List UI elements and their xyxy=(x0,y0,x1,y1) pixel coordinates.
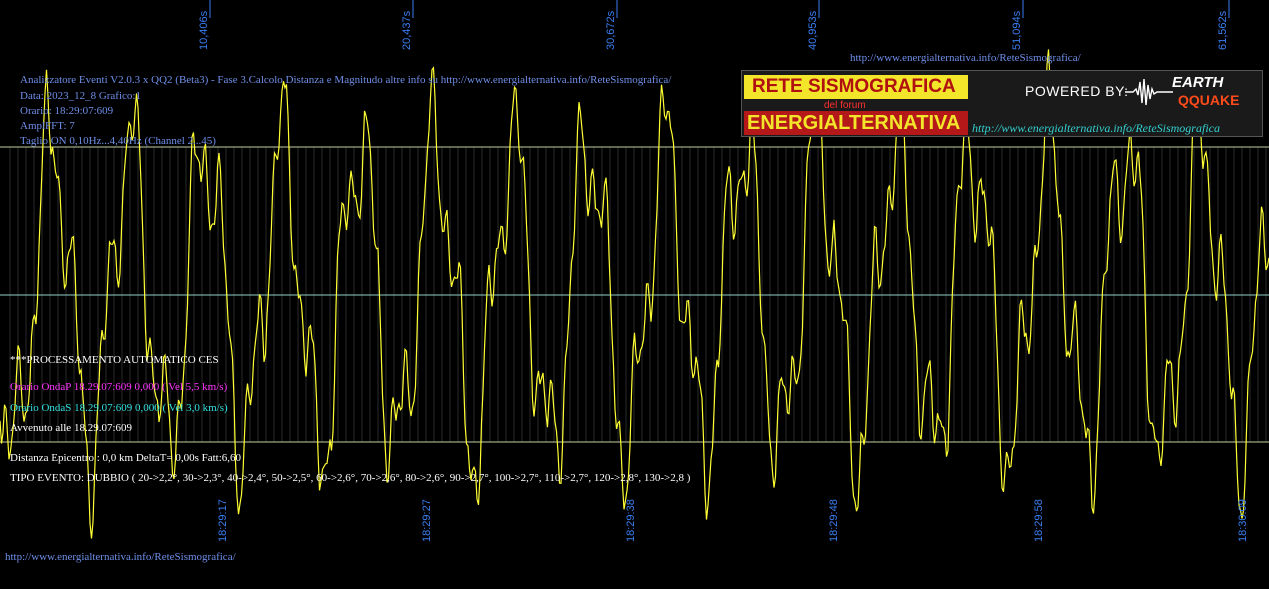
bottom-tick-label: 18:29:27 xyxy=(421,499,433,542)
onda-p-time: Orario OndaP 18.29.07:609 0,000 ( Vel 5,… xyxy=(10,381,228,393)
banner-energia-title: ENERGIALTERNATIVA xyxy=(744,111,968,135)
footer-url[interactable]: http://www.energialternativa.info/ReteSi… xyxy=(5,551,236,563)
bottom-tick-label: 18:29:58 xyxy=(1033,499,1045,542)
top-tick-label: 20,437s xyxy=(401,10,413,50)
info-date: Data: 2023_12_8 Grafico:1 xyxy=(20,90,141,102)
distanza-epicentro: Distanza Epicentro : 0,0 km DeltaT= 0,00… xyxy=(10,452,242,464)
header-url[interactable]: http://www.energialternativa.info/ReteSi… xyxy=(850,52,1081,64)
process-title: ***PROCESSAMENTO AUTOMATICO CES xyxy=(10,354,219,366)
bottom-tick-label: 18:30:09 xyxy=(1237,499,1249,542)
avvenuto-time: Avvenuto alle 18.29.07:609 xyxy=(10,422,132,434)
seismo-wave-icon xyxy=(1125,78,1173,106)
tipo-evento: TIPO EVENTO: DUBBIO ( 20->2,2°, 30->2,3°… xyxy=(10,472,691,484)
info-ampl: AmplFFT: 7 xyxy=(20,120,75,132)
onda-s-time: Orario OndaS 18.29.07:609 0,000 ( Vel 3,… xyxy=(10,402,228,414)
banner-rete-title: RETE SISMOGRAFICA xyxy=(744,75,968,99)
banner-url: http://www.energialternativa.info/ReteSi… xyxy=(972,121,1220,135)
bottom-tick-label: 18:29:17 xyxy=(217,499,229,542)
banner-powered-by: POWERED BY: xyxy=(1025,83,1129,99)
banner-earth: EARTH xyxy=(1172,74,1224,91)
top-tick-label: 30,672s xyxy=(605,10,617,50)
info-title: Analizzatore Eventi V2.0.3 x QQ2 (Beta3)… xyxy=(20,74,672,86)
info-filter: Taglio ON 0,10Hz...4,40Hz (Channel 2...4… xyxy=(20,135,216,147)
info-time: Orario: 18:29:07:609 xyxy=(20,105,114,117)
bottom-tick-label: 18:29:48 xyxy=(828,499,840,542)
banner-del-forum: del forum xyxy=(824,100,866,111)
top-tick-label: 10,406s xyxy=(198,10,210,50)
seismic-trace xyxy=(0,49,1269,539)
banner-qquake: QQUAKE xyxy=(1178,92,1240,108)
grid-lines xyxy=(0,0,1269,443)
top-tick-label: 61,562s xyxy=(1217,10,1229,50)
rete-sismografica-banner[interactable]: RETE SISMOGRAFICA del forum ENERGIALTERN… xyxy=(741,70,1263,137)
bottom-tick-label: 18:29:38 xyxy=(625,499,637,542)
top-tick-label: 51,094s xyxy=(1011,10,1023,50)
top-tick-label: 40,953s xyxy=(807,10,819,50)
